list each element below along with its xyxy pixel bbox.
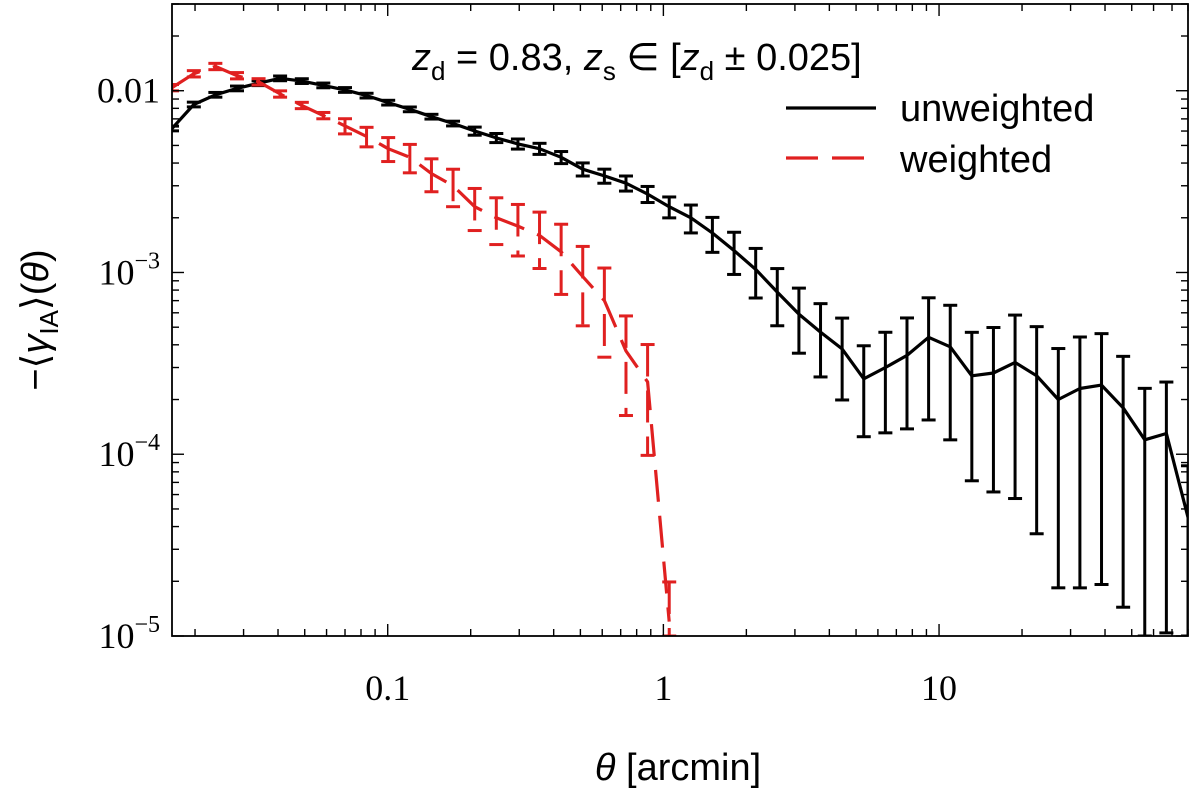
- annotation: zd = 0.83, zs ∈ [zd ± 0.025]: [411, 37, 862, 86]
- series-line-unweighted: [172, 76, 1188, 518]
- legend: unweighted weighted: [786, 88, 1094, 181]
- y-axis-label: −⟨γIA⟩(θ): [15, 249, 64, 390]
- y-tick-label: 10−5: [98, 612, 160, 656]
- y-tick-exp: −5: [134, 612, 160, 638]
- legend-label-unweighted: unweighted: [900, 88, 1094, 130]
- y-tick-base: 10: [98, 434, 134, 474]
- series-layer: [172, 61, 1188, 636]
- x-tick-label: 10: [921, 668, 957, 708]
- y-tick-label: 10−4: [98, 430, 160, 474]
- plot-frame: [171, 3, 1189, 637]
- x-axis-label: θ [arcmin]: [595, 747, 761, 789]
- y-tick-base: 10: [98, 252, 134, 292]
- y-tick-exp: −3: [134, 248, 160, 274]
- y-tick-exp: −4: [134, 430, 160, 456]
- x-tick-label: 0.1: [365, 668, 410, 708]
- y-tick-label: 10−3: [98, 248, 160, 292]
- y-tick-label: 0.01: [97, 71, 160, 111]
- series-line-weighted: [172, 64, 671, 622]
- series-clip-group: [172, 61, 1188, 636]
- x-tick-label: 1: [654, 668, 672, 708]
- y-tick-base: 10: [98, 616, 134, 656]
- legend-label-weighted: weighted: [899, 139, 1052, 181]
